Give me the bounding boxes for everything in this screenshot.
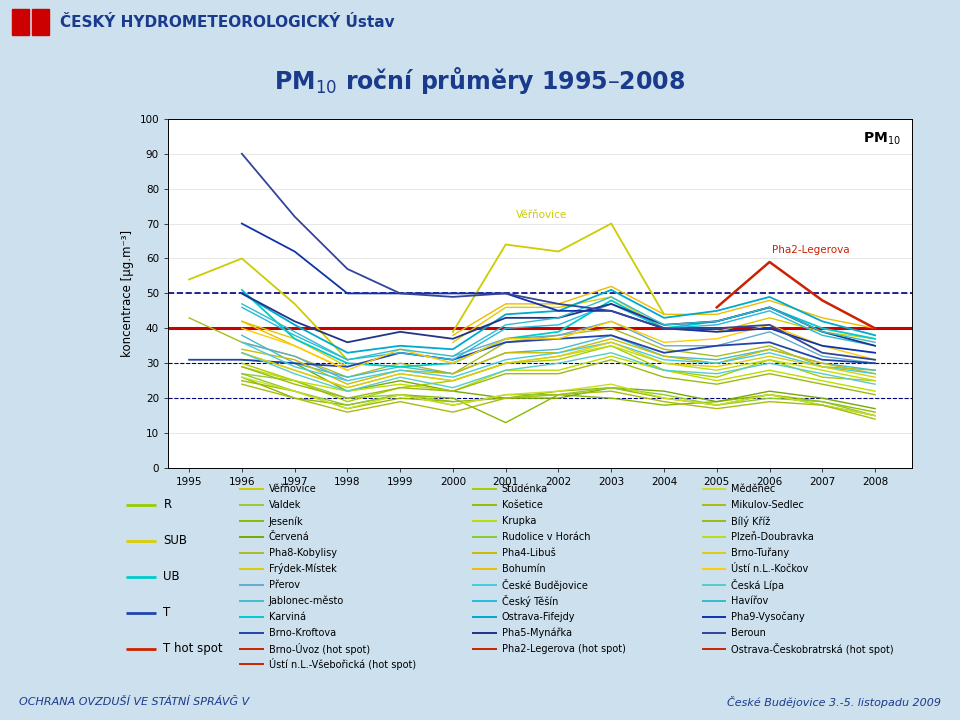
Text: Rudolice v Horách: Rudolice v Horách [502,532,590,542]
Text: Ústí n.L.-Kočkov: Ústí n.L.-Kočkov [732,564,808,574]
Bar [32,9,49,35]
Text: Pha9-Vysočany: Pha9-Vysočany [732,611,805,622]
Text: Studénka: Studénka [502,485,548,495]
Text: Přerov: Přerov [269,580,300,590]
Text: Karviná: Karviná [269,612,305,621]
Text: Brno-Kroftova: Brno-Kroftova [269,628,336,638]
Text: OCHRANA OVZDUŠÍ VE STÁTNÍ SPRÁVĞ V: OCHRANA OVZDUŠÍ VE STÁTNÍ SPRÁVĞ V [19,697,250,707]
Text: Červená: Červená [269,532,309,542]
Text: PM$_{10}$ roční průměry 1995–2008: PM$_{10}$ roční průměry 1995–2008 [275,65,685,96]
Text: SUB: SUB [163,534,187,547]
Text: Pha5-Mynářka: Pha5-Mynářka [502,627,571,638]
Text: Pha2-Legerova (hot spot): Pha2-Legerova (hot spot) [502,644,626,654]
Text: Bílý Kříž: Bílý Kříž [732,516,771,527]
Text: Brno-Úvoz (hot spot): Brno-Úvoz (hot spot) [269,642,370,654]
Text: Frýdek-Místek: Frýdek-Místek [269,564,336,575]
Text: Jablonec-město: Jablonec-město [269,595,344,606]
Text: Česká Lípa: Česká Lípa [732,579,784,591]
Y-axis label: koncentrace [µg.m⁻³]: koncentrace [µg.m⁻³] [121,230,133,357]
Text: Věřňovice: Věřňovice [269,485,316,495]
Text: Brno-Tuřany: Brno-Tuřany [732,548,789,558]
Text: R: R [163,498,172,511]
Text: Košetice: Košetice [502,500,542,510]
Text: Ostrava-Českobratrská (hot spot): Ostrava-Českobratrská (hot spot) [732,642,894,654]
Text: Havířov: Havířov [732,595,769,606]
Text: Ostrava-Fifejdy: Ostrava-Fifejdy [502,612,575,621]
Text: Mikulov-Sedlec: Mikulov-Sedlec [732,500,804,510]
Text: Plzeň-Doubravka: Plzeň-Doubravka [732,532,814,542]
Bar [12,9,29,35]
Text: Pha2-Legerova: Pha2-Legerova [772,246,850,256]
Text: Pha8-Kobylisy: Pha8-Kobylisy [269,548,337,558]
Text: České Budějovice 3.-5. listopadu 2009: České Budějovice 3.-5. listopadu 2009 [727,696,941,708]
Text: UB: UB [163,570,180,583]
Text: Český Těšín: Český Těšín [502,595,558,607]
Text: Věřňovice: Věřňovice [516,210,567,220]
Text: Beroun: Beroun [732,628,766,638]
Text: T hot spot: T hot spot [163,642,223,655]
Text: České Budějovice: České Budějovice [502,579,588,591]
Text: Bohumín: Bohumín [502,564,545,574]
Text: Jeseník: Jeseník [269,516,303,526]
Text: PM$_{10}$: PM$_{10}$ [863,131,900,148]
Text: ČESKÝ HYDROMETEOROLOGICKÝ Ústav: ČESKÝ HYDROMETEOROLOGICKÝ Ústav [60,15,395,30]
Text: Pha4-Libuš: Pha4-Libuš [502,548,556,558]
Text: Měděnec: Měděnec [732,485,776,495]
Text: Valdek: Valdek [269,500,300,510]
Text: T: T [163,606,171,619]
Text: Ústí n.L.-Všebořická (hot spot): Ústí n.L.-Všebořická (hot spot) [269,658,416,670]
Text: Krupka: Krupka [502,516,536,526]
